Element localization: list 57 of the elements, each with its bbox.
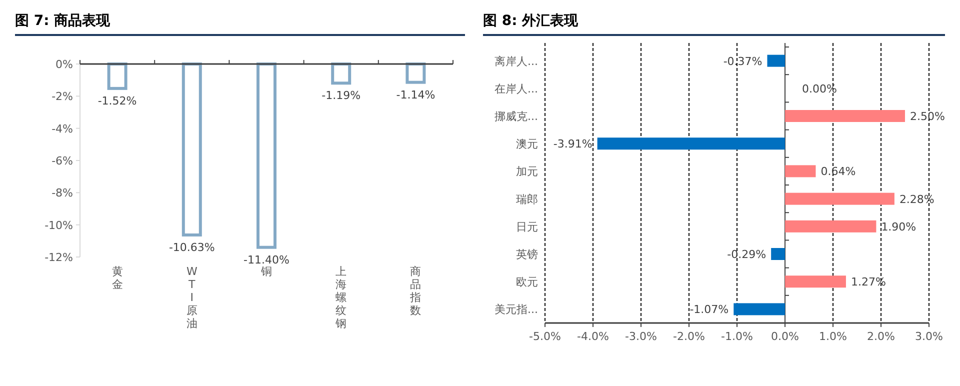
bar <box>785 165 816 178</box>
bar <box>767 54 785 67</box>
x-tick-label: 上海螺纹钢 <box>334 265 347 330</box>
x-tick-label: 1.0% <box>819 330 847 343</box>
x-tick-label: 0.0% <box>771 330 799 343</box>
data-label: 0.00% <box>802 82 837 96</box>
y-tick-label: 英镑 <box>516 248 538 261</box>
x-tick-label: 3.0% <box>915 330 943 343</box>
y-tick-label: 日元 <box>516 220 538 234</box>
y-tick-label: 美元指... <box>494 303 538 316</box>
data-label: 2.50% <box>910 110 945 123</box>
y-tick-label: -8% <box>52 186 73 200</box>
x-tick-label: -3.0% <box>625 330 657 343</box>
y-tick-label: 欧元 <box>516 276 538 289</box>
data-label: 2.28% <box>899 192 934 206</box>
x-tick-label: -5.0% <box>529 330 561 343</box>
data-label: -1.14% <box>396 88 436 102</box>
x-tick-label: -2.0% <box>673 330 705 343</box>
data-label: -11.40% <box>244 253 290 266</box>
y-tick-label: 瑞郎 <box>516 192 538 206</box>
x-tick-label: 铜 <box>260 265 272 278</box>
y-tick-label: -6% <box>52 154 73 168</box>
data-label: -1.07% <box>690 303 729 316</box>
bar <box>785 220 876 232</box>
bar <box>771 248 785 260</box>
bar <box>785 110 905 122</box>
x-tick-label: WTI原油 <box>186 265 198 330</box>
data-label: -0.37% <box>723 54 762 68</box>
y-tick-label: 0% <box>56 58 73 71</box>
chart-title: 图 7: 商品表现 <box>15 10 465 36</box>
data-label: 1.27% <box>850 276 886 289</box>
chart-title: 图 8: 外汇表现 <box>483 10 945 36</box>
data-label: -1.19% <box>322 89 361 102</box>
data-label: 0.64% <box>820 165 856 178</box>
y-tick-label: 在岸人... <box>494 82 538 96</box>
data-label: -0.29% <box>727 248 766 261</box>
y-tick-label: -2% <box>52 90 73 104</box>
data-label: 1.90% <box>881 220 916 234</box>
data-label: -1.52% <box>98 94 137 108</box>
bar <box>785 192 894 205</box>
x-tick-label: -1.0% <box>721 330 753 343</box>
data-label: -3.91% <box>553 138 592 151</box>
bar <box>734 303 785 316</box>
y-tick-label: 加元 <box>516 165 538 178</box>
y-tick-label: 澳元 <box>516 138 538 151</box>
x-tick-label: 黄金 <box>112 265 123 291</box>
y-tick-label: 挪威克... <box>494 110 538 123</box>
y-tick-label: -10% <box>44 218 73 232</box>
x-tick-label: -4.0% <box>577 330 609 343</box>
y-tick-label: 离岸人... <box>494 54 538 68</box>
y-tick-label: -12% <box>44 251 73 264</box>
bar <box>597 138 785 150</box>
x-tick-label: 2.0% <box>867 330 895 343</box>
x-tick-label: 商品指数 <box>409 265 422 317</box>
y-tick-label: -4% <box>52 122 73 136</box>
data-label: -10.63% <box>168 240 215 254</box>
bar <box>785 276 846 288</box>
